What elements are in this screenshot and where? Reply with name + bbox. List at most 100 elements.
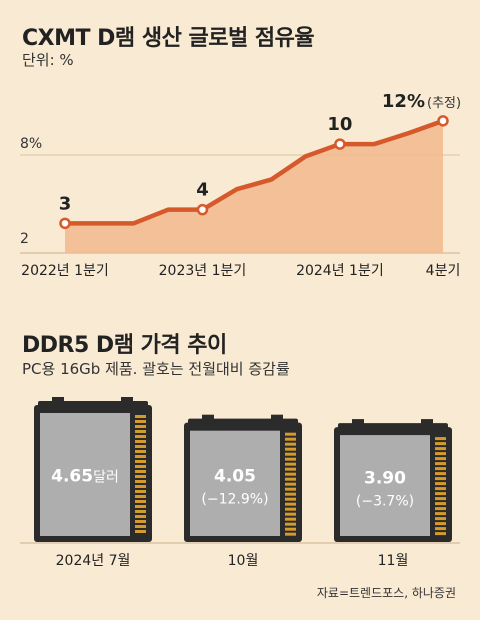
chip-notch [421, 419, 433, 426]
chip-pin [135, 515, 146, 518]
chip-pin [435, 532, 446, 536]
chip-pin [435, 487, 446, 491]
bar-value-unit: 달러 [93, 470, 119, 486]
chip-pin [285, 522, 296, 526]
chip-notch [271, 414, 283, 421]
chip-notch [52, 397, 64, 403]
chip-pin [285, 477, 296, 481]
chip-pin [135, 450, 146, 453]
chip-pin [135, 480, 146, 483]
share-area [65, 120, 443, 253]
chip-pin [135, 445, 146, 448]
chip-pin [435, 452, 446, 456]
data-label: 3 [59, 193, 72, 214]
chip-pin [435, 502, 446, 506]
x-tick-label: 4분기 [426, 263, 461, 279]
chip-bar: 4.65달러 [34, 397, 152, 542]
chip-pin [135, 500, 146, 503]
y-tick-label: 2 [20, 231, 29, 247]
chart-title: CXMT D램 생산 글로벌 점유율 [22, 26, 315, 51]
chip-pin [285, 432, 296, 436]
chip-pin [135, 465, 146, 468]
data-label: 4 [196, 180, 209, 201]
chip-pin [435, 437, 446, 441]
bar-change-label: (−12.9%) [201, 491, 268, 507]
chip-pin [135, 495, 146, 498]
bar-value-label: 3.90 [364, 469, 406, 489]
data-point [437, 115, 449, 127]
source-note: 자료=트렌드포스, 하나증권 [316, 586, 456, 600]
chip-face [340, 435, 430, 536]
chip-face [190, 430, 280, 536]
chip-pin [435, 462, 446, 466]
chip-pin [285, 487, 296, 491]
share-area-chart: 2 8% 3 4 10 12% (추정) 2022년 1분기 2023년 1분기 2024년 1분… [20, 91, 461, 279]
chip-pin [135, 510, 146, 513]
chip-pin [285, 507, 296, 511]
x-tick-label: 2022년 1분기 [21, 263, 109, 279]
chip-pin [135, 435, 146, 438]
chip-pin [135, 525, 146, 528]
share-line [62, 118, 446, 226]
chip-pin [285, 472, 296, 476]
data-label-suffix: (추정) [427, 96, 461, 111]
chip-notch [352, 419, 364, 426]
x-tick-label: 2023년 1분기 [159, 263, 247, 279]
chip-pin [135, 425, 146, 428]
chart-subtitle-2: PC용 16Gb 제품. 괄호는 전월대비 증감률 [22, 360, 290, 378]
data-point [196, 203, 209, 216]
data-point [334, 138, 346, 150]
chip-pin [135, 520, 146, 523]
chip-pin [285, 517, 296, 521]
chip-pin [135, 460, 146, 463]
chip-pin [135, 475, 146, 478]
chip-pin [435, 527, 446, 531]
chip-pin [435, 517, 446, 521]
chip-bar: 4.05 (−12.9%) [184, 414, 302, 542]
chip-pin [435, 482, 446, 486]
chip-pin [285, 497, 296, 501]
category-label: 2024년 7월 [56, 553, 131, 569]
chip-pin [135, 470, 146, 473]
chip-pin [285, 532, 296, 536]
chip-pin [285, 482, 296, 486]
data-label: 12% [382, 91, 425, 112]
chip-pin [135, 430, 146, 433]
chip-pin [135, 415, 146, 418]
chip-pin [285, 447, 296, 451]
chip-pin [285, 492, 296, 496]
category-label: 10월 [228, 553, 259, 569]
chip-notch [202, 414, 214, 421]
chip-pin [135, 530, 146, 533]
data-label: 10 [327, 114, 352, 135]
chip-pin [435, 477, 446, 481]
chip-pin [285, 502, 296, 506]
chip-pin [435, 442, 446, 446]
chip-pin [135, 455, 146, 458]
chip-pin [285, 512, 296, 516]
chip-pin [435, 497, 446, 501]
chip-pin [435, 522, 446, 526]
chip-pin [285, 467, 296, 471]
chip-pin [435, 472, 446, 476]
chip-pin [435, 492, 446, 496]
category-label: 11월 [378, 553, 409, 569]
chip-pin [285, 457, 296, 461]
chip-pin [285, 527, 296, 531]
chip-pin [135, 440, 146, 443]
chip-pin [435, 447, 446, 451]
x-tick-label: 2024년 1분기 [296, 263, 384, 279]
chart-title-2: DDR5 D램 가격 추이 [22, 333, 227, 358]
data-point [59, 217, 71, 230]
bar-change-label: (−3.7%) [356, 494, 414, 510]
y-tick-label: 8% [20, 136, 42, 152]
unit-label: 단위: % [22, 51, 74, 69]
chip-notch [121, 397, 133, 403]
chip-pin [135, 420, 146, 423]
chip-pin [285, 452, 296, 456]
chip-pin [285, 437, 296, 441]
chip-pin [135, 505, 146, 508]
bar-value-label: 4.05 [214, 466, 256, 486]
chip-pin [285, 442, 296, 446]
